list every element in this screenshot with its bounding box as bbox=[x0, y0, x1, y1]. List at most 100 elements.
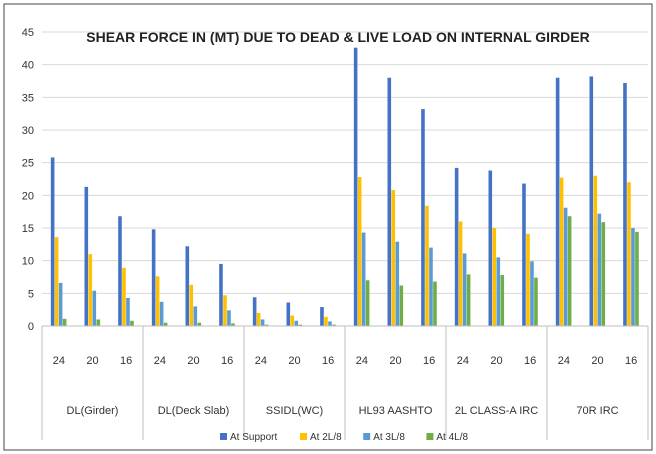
bar bbox=[294, 320, 299, 326]
bar bbox=[231, 323, 235, 326]
x-category-label: 20 bbox=[86, 355, 98, 367]
bar bbox=[290, 315, 295, 326]
bar bbox=[488, 170, 493, 326]
x-category-label: 16 bbox=[221, 355, 233, 367]
x-category-label: 24 bbox=[356, 355, 368, 367]
bar bbox=[429, 247, 433, 326]
x-category-label: 16 bbox=[423, 355, 435, 367]
bar bbox=[601, 222, 606, 326]
bar bbox=[534, 277, 538, 326]
x-axis: 24 20 16 24 20 16 24 20 16 24 20 16 24 20 16 24 20 16 DL(G… bbox=[41, 325, 649, 440]
x-category-label: 24 bbox=[154, 355, 166, 367]
x-category-label: 16 bbox=[625, 355, 637, 367]
bar bbox=[223, 295, 227, 326]
x-group-label: DL(Deck Slab) bbox=[158, 405, 230, 417]
bar bbox=[256, 312, 261, 326]
bar bbox=[391, 190, 396, 326]
x-category-label: 16 bbox=[524, 355, 536, 367]
bar bbox=[122, 267, 126, 326]
bar bbox=[593, 175, 598, 326]
bar bbox=[118, 216, 122, 326]
bar bbox=[500, 275, 505, 326]
bar bbox=[130, 320, 134, 326]
bar bbox=[458, 221, 463, 326]
bar bbox=[466, 274, 471, 326]
bar bbox=[54, 237, 59, 326]
legend-swatch bbox=[363, 433, 371, 440]
legend-label: At 3L/8 bbox=[373, 432, 405, 443]
bar bbox=[496, 257, 501, 326]
bars bbox=[50, 47, 639, 327]
bar bbox=[298, 324, 303, 326]
bar bbox=[357, 177, 362, 326]
bar bbox=[320, 307, 324, 326]
bar bbox=[328, 321, 332, 326]
bar bbox=[324, 316, 328, 326]
bar bbox=[193, 306, 198, 326]
bar bbox=[365, 280, 370, 326]
chart-title: SHEAR FORCE IN (MT) DUE TO DEAD & LIVE L… bbox=[86, 29, 590, 45]
y-tick-label: 35 bbox=[22, 92, 34, 104]
bar bbox=[399, 285, 404, 326]
bar bbox=[530, 261, 534, 326]
bar bbox=[597, 213, 602, 326]
bar bbox=[50, 157, 55, 326]
bar bbox=[567, 216, 572, 326]
chart-border bbox=[3, 3, 653, 451]
bar bbox=[252, 297, 257, 326]
bar bbox=[163, 322, 168, 326]
legend: At Support At 2L/8 At 3L/8 At 4L/8 bbox=[220, 432, 469, 443]
legend-swatch bbox=[220, 433, 227, 440]
bar bbox=[563, 207, 568, 326]
y-axis-ticks: 0 5 10 15 20 25 30 35 40 45 bbox=[22, 27, 34, 333]
bar bbox=[433, 281, 437, 326]
y-tick-label: 15 bbox=[22, 223, 34, 235]
x-category-label: 24 bbox=[53, 355, 65, 367]
x-category-label: 24 bbox=[457, 355, 469, 367]
x-category-label: 24 bbox=[255, 355, 267, 367]
bar bbox=[219, 263, 223, 326]
y-tick-label: 20 bbox=[22, 190, 34, 202]
x-category-label: 20 bbox=[389, 355, 401, 367]
bar bbox=[227, 310, 231, 326]
legend-swatch bbox=[426, 433, 434, 440]
bar bbox=[88, 254, 93, 326]
bar bbox=[635, 231, 639, 326]
x-category-label: 20 bbox=[187, 355, 199, 367]
bar bbox=[395, 241, 400, 326]
bar bbox=[353, 47, 358, 327]
bar bbox=[526, 233, 530, 326]
legend-label: At Support bbox=[230, 432, 277, 443]
bar bbox=[189, 284, 194, 326]
bar bbox=[425, 205, 429, 326]
y-tick-label: 5 bbox=[28, 288, 34, 300]
bar bbox=[361, 232, 366, 326]
legend-label: At 2L/8 bbox=[310, 432, 342, 443]
bar bbox=[92, 290, 97, 326]
bar bbox=[492, 228, 497, 326]
bar bbox=[151, 229, 156, 326]
bar bbox=[589, 76, 594, 327]
bar bbox=[264, 324, 269, 326]
y-tick-label: 10 bbox=[22, 256, 34, 268]
x-category-label: 16 bbox=[322, 355, 334, 367]
bar bbox=[260, 319, 265, 326]
y-tick-label: 30 bbox=[22, 125, 34, 137]
bar bbox=[155, 276, 160, 326]
y-tick-label: 40 bbox=[22, 60, 34, 72]
bar bbox=[454, 167, 459, 326]
bar bbox=[555, 77, 560, 326]
x-category-label: 16 bbox=[120, 355, 132, 367]
bar bbox=[126, 297, 130, 326]
x-group-label: SSIDL(WC) bbox=[266, 405, 323, 417]
y-tick-label: 0 bbox=[28, 321, 34, 333]
bar bbox=[387, 77, 392, 326]
bar bbox=[462, 253, 467, 326]
x-category-label: 20 bbox=[490, 355, 502, 367]
bar bbox=[185, 246, 190, 326]
bar bbox=[522, 183, 526, 326]
y-tick-label: 45 bbox=[22, 27, 34, 39]
x-category-label: 20 bbox=[591, 355, 603, 367]
gridlines bbox=[42, 31, 648, 327]
bar bbox=[631, 228, 635, 326]
